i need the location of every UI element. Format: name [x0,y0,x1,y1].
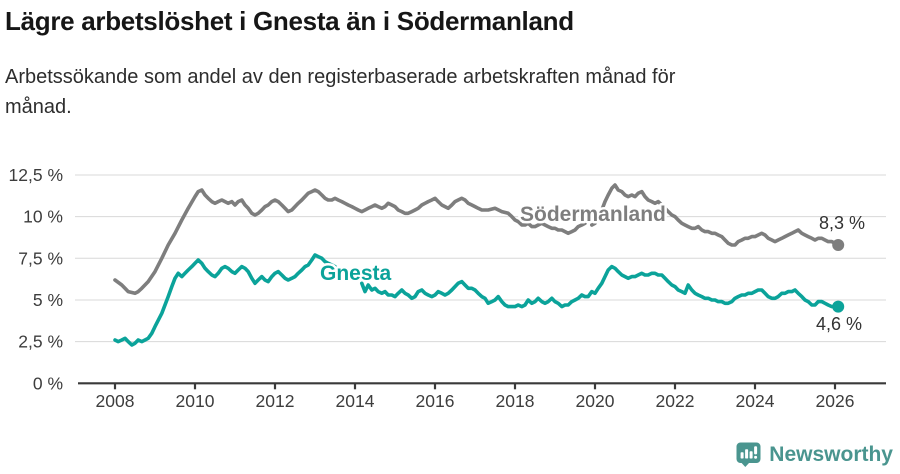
x-tick-label: 2020 [576,391,615,411]
series-line-sodermanland [113,183,840,296]
chart-title: Lägre arbetslöshet i Gnesta än i Söderma… [5,6,574,36]
y-tick-label: 5 % [33,290,63,310]
y-tick-label: 2,5 % [18,332,63,352]
brand-name: Newsworthy [769,442,893,466]
y-tick-label: 10 % [23,207,63,227]
newsworthy-logo-icon [736,442,761,467]
x-tick-label: 2008 [96,391,135,411]
chart-subtitle-line-1: Arbetssökande som andel av den registerb… [5,66,676,88]
series-label-sodermanland: Södermanland [520,203,666,226]
y-tick-label: 0 % [33,373,63,393]
x-tick-label: 2014 [336,391,375,411]
x-tick-label: 2022 [656,391,695,411]
y-tick-label: 7,5 % [18,248,63,268]
x-tick-label: 2018 [496,391,535,411]
x-tick-label: 2010 [176,391,215,411]
chart-subtitle-line-2: månad. [5,96,72,118]
x-tick-label: 2012 [256,391,295,411]
x-tick-label: 2026 [816,391,855,411]
end-value-label-sodermanland: 8,3 % [819,213,865,233]
series-line-gnesta [113,253,840,347]
series-end-dot-gnesta [832,300,845,313]
chart-subtitle: Arbetssökande som andel av den registerb… [5,62,885,122]
y-tick-label: 12,5 % [9,165,63,185]
x-tick-label: 2024 [736,391,775,411]
newsworthy-branding: Newsworthy [735,441,893,468]
x-tick-label: 2016 [416,391,455,411]
end-value-label-gnesta: 4,6 % [816,314,862,334]
series-label-gnesta: Gnesta [320,262,392,285]
series-end-dot-sodermanland [832,238,845,251]
